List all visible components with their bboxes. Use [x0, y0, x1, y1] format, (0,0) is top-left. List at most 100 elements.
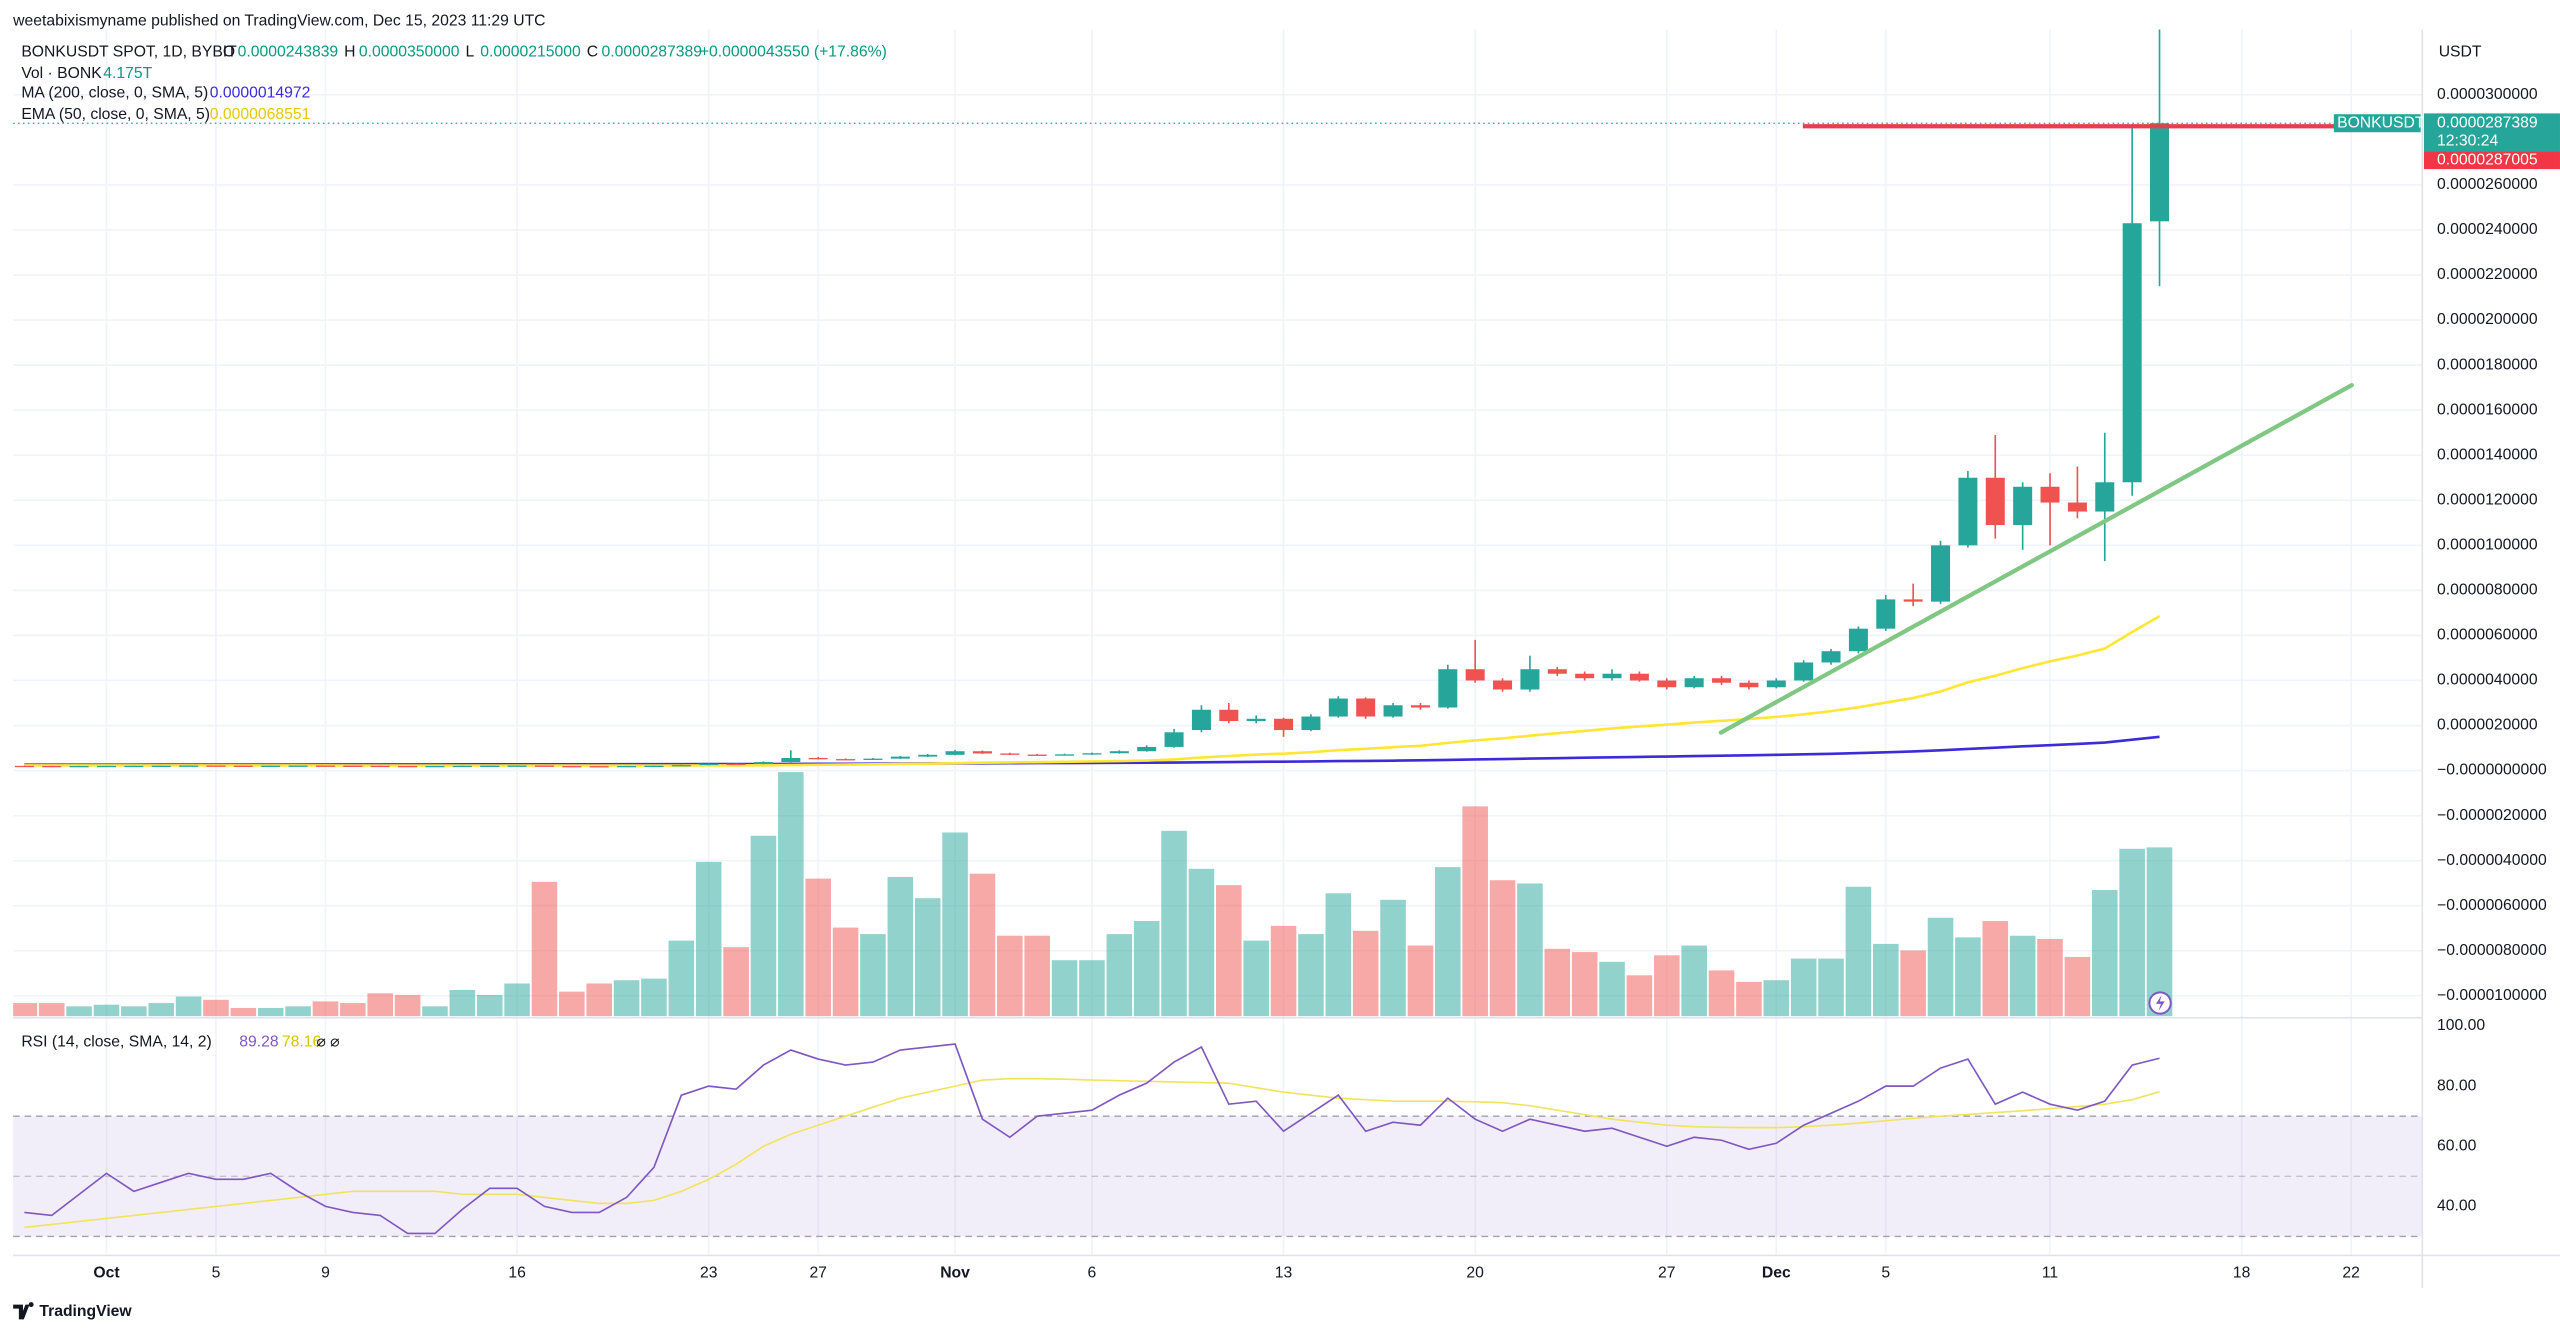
- volume-bar: [1927, 917, 1954, 1017]
- countdown: 12:30:24: [2437, 132, 2498, 149]
- candle-body: [2095, 482, 2115, 512]
- volume-bar: [1571, 952, 1598, 1017]
- candle-body: [1876, 599, 1896, 629]
- volume-bar: [1790, 958, 1817, 1017]
- y-tick-label: 0.0000040000: [2437, 672, 2538, 689]
- volume-bar: [1216, 885, 1242, 1017]
- volume-bar: [1654, 955, 1680, 1017]
- volume-bar: [997, 935, 1023, 1017]
- ma-legend-value: 0.0000014972: [210, 85, 311, 102]
- volume-bar: [367, 993, 393, 1017]
- volume-layer: [13, 772, 2173, 1017]
- x-tick-label: 5: [212, 1265, 221, 1282]
- x-tick-label: 27: [809, 1265, 826, 1282]
- volume-bar: [860, 934, 886, 1017]
- candle-body: [1575, 673, 1595, 679]
- x-tick-label: 6: [1088, 1265, 1097, 1282]
- rsi-legend: RSI (14, close, SMA, 14, 2): [21, 1033, 211, 1050]
- candle-body: [617, 765, 637, 768]
- volume-bar: [1763, 980, 1790, 1017]
- candle-body: [1027, 754, 1047, 756]
- volume-bar: [1462, 806, 1488, 1017]
- brand-name: TradingView: [39, 1303, 132, 1320]
- volume-bar: [230, 1007, 257, 1017]
- volume-bar: [312, 1001, 339, 1017]
- candle-body: [1547, 669, 1567, 674]
- volume-bar: [1489, 880, 1516, 1017]
- bid-tag-bg: [2423, 151, 2560, 170]
- volume-bar: [2119, 848, 2145, 1017]
- candle-body: [398, 765, 418, 768]
- candle-body: [151, 765, 171, 768]
- candle-body: [507, 765, 527, 767]
- x-tick-label: 18: [2233, 1265, 2251, 1282]
- candle-body: [315, 765, 335, 767]
- volume-bar: [723, 947, 749, 1017]
- volume-bar: [1435, 867, 1461, 1017]
- volume-bar: [285, 1006, 311, 1017]
- candle-body: [370, 765, 390, 768]
- volume-bar: [586, 983, 612, 1017]
- volume-bar: [531, 881, 558, 1017]
- volume-bar: [1736, 981, 1762, 1017]
- volume-bar: [695, 861, 722, 1017]
- candle-body: [753, 762, 773, 765]
- ma-legend: MA (200, close, 0, SMA, 5): [21, 85, 208, 102]
- candle-body: [945, 751, 965, 755]
- volume-bar: [2146, 847, 2173, 1017]
- volume-legend: Vol · BONK: [21, 65, 102, 82]
- volume-bar: [750, 835, 777, 1017]
- volume-bar: [340, 1003, 366, 1017]
- y-tick-label: 0.0000100000: [2437, 536, 2538, 553]
- volume-bar: [1955, 937, 1981, 1017]
- y-tick-label: 0.0000120000: [2437, 491, 2538, 508]
- ohlc-key: O: [223, 44, 235, 61]
- candle-body: [1739, 682, 1759, 688]
- brand-logo: [13, 1302, 34, 1320]
- ma-layer: [24, 615, 2161, 767]
- volume-bar: [914, 898, 941, 1017]
- candle-body: [1082, 753, 1102, 755]
- y-tick-label: 0.0000160000: [2437, 401, 2538, 418]
- candle-body: [972, 751, 992, 754]
- x-tick-label: Dec: [1762, 1265, 1791, 1282]
- trend-line[interactable]: [1718, 383, 2354, 735]
- y-tick-label: −0.0000080000: [2437, 942, 2547, 959]
- symbol-tag-bg: [2333, 114, 2421, 133]
- rsi-tick-label: 40.00: [2437, 1198, 2477, 1215]
- volume-bar: [2009, 935, 2036, 1017]
- candle-body: [1520, 669, 1540, 690]
- x-tick-label: 23: [700, 1265, 718, 1282]
- candle-body: [644, 765, 664, 768]
- candle-body: [1383, 705, 1403, 717]
- rsi-legend-value: 89.28: [239, 1033, 279, 1050]
- volume-bar: [449, 990, 476, 1017]
- candle-body: [233, 765, 253, 767]
- volume-bar: [476, 994, 503, 1017]
- ohlc-key: C: [587, 44, 598, 61]
- x-tick-label: 5: [1881, 1265, 1890, 1282]
- ohlc-value: 0.0000350000: [359, 44, 460, 61]
- x-tick-label: Nov: [940, 1265, 970, 1282]
- volume-bar: [1161, 830, 1187, 1017]
- volume-bar: [394, 994, 421, 1017]
- symbol-tag: BONKUSDT: [2337, 114, 2425, 131]
- candle-body: [1684, 678, 1704, 688]
- volume-bar: [1106, 934, 1133, 1017]
- rsi-ma-line: [24, 1077, 2160, 1229]
- candle-body: [206, 765, 226, 767]
- volume-bar: [778, 772, 804, 1017]
- x-tick-label: 13: [1275, 1265, 1293, 1282]
- volume-bar: [1380, 899, 1406, 1017]
- candle-body: [1109, 751, 1129, 754]
- volume-bar: [1626, 975, 1653, 1017]
- volume-bar: [613, 980, 640, 1017]
- candle-body: [1985, 477, 2005, 526]
- candle-body: [1164, 732, 1184, 747]
- candle-body: [1191, 709, 1211, 731]
- drawings: [1718, 124, 2354, 735]
- x-tick-label: 11: [2042, 1265, 2058, 1282]
- volume-bar: [2037, 938, 2063, 1017]
- y-tick-label: 0.0000180000: [2437, 356, 2538, 373]
- y-tick-label: 0.0000240000: [2437, 221, 2538, 238]
